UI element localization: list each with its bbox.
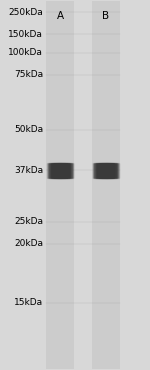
Text: B: B — [102, 11, 109, 21]
Text: 15kDa: 15kDa — [14, 298, 43, 307]
FancyBboxPatch shape — [46, 1, 74, 369]
Text: 50kDa: 50kDa — [14, 125, 43, 134]
Text: 20kDa: 20kDa — [14, 239, 43, 248]
Text: 100kDa: 100kDa — [8, 48, 43, 57]
Text: 250kDa: 250kDa — [8, 8, 43, 17]
Text: 37kDa: 37kDa — [14, 166, 43, 175]
FancyBboxPatch shape — [92, 1, 120, 369]
Text: 150kDa: 150kDa — [8, 30, 43, 39]
Text: A: A — [57, 11, 64, 21]
Text: 25kDa: 25kDa — [14, 217, 43, 226]
Text: 75kDa: 75kDa — [14, 70, 43, 79]
